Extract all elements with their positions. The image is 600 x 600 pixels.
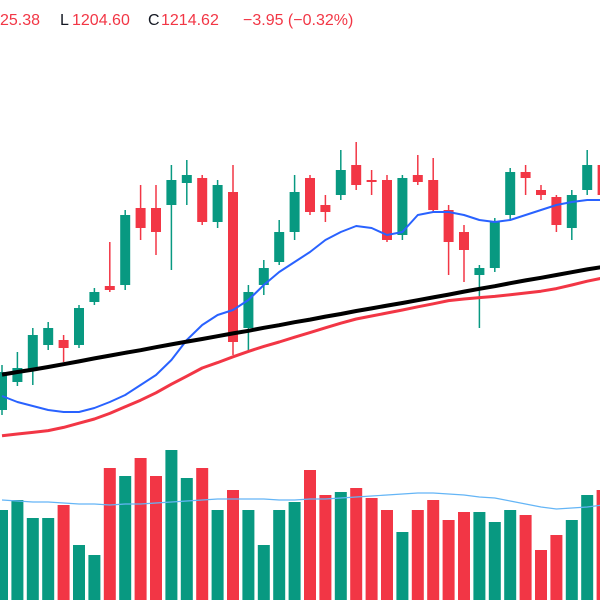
volume-bar <box>411 510 424 600</box>
candle-body <box>27 335 38 370</box>
candle-body <box>43 328 54 345</box>
candle-body <box>12 368 23 382</box>
candle-body <box>459 232 469 250</box>
candle-body <box>104 286 115 290</box>
volume-bar <box>42 518 55 600</box>
volume-bar <box>396 532 409 600</box>
candle-body <box>74 308 84 345</box>
price-pane <box>0 142 600 438</box>
header-text: 1214.62 <box>161 12 219 29</box>
volume-bar <box>596 490 600 600</box>
candle-body <box>505 172 516 215</box>
volume-bar <box>304 470 316 600</box>
candle-body <box>228 192 238 342</box>
volume-bar <box>365 498 378 600</box>
volume-bar <box>257 545 270 600</box>
volume-bar <box>535 550 547 600</box>
candle-body <box>135 208 146 228</box>
volume-bar <box>26 518 39 600</box>
candle-body <box>351 165 362 185</box>
moving-average-line <box>1 199 600 413</box>
volume-bar <box>134 458 147 600</box>
volume-bar <box>488 522 501 600</box>
candle-body <box>274 232 285 262</box>
volume-bar <box>458 512 470 600</box>
candle-body <box>335 170 346 195</box>
volume-bar <box>0 510 8 600</box>
candle-body <box>181 175 192 183</box>
volume-bar <box>442 520 455 600</box>
header-text: C <box>148 12 160 29</box>
volume-bar <box>473 512 486 600</box>
volume-bar <box>150 476 162 600</box>
header-text: 1204.60 <box>72 12 130 29</box>
candle-body <box>536 190 546 195</box>
volume-pane <box>0 450 600 600</box>
volume-bar <box>565 520 578 600</box>
moving-average-line <box>1 265 600 377</box>
volume-bar <box>381 510 393 600</box>
candle-body <box>243 292 254 328</box>
volume-bar <box>180 478 193 600</box>
volume-bar <box>11 500 24 600</box>
candle-body <box>412 175 423 182</box>
volume-bar <box>227 490 239 600</box>
volume-bar <box>350 488 363 600</box>
volume-bar <box>427 500 440 600</box>
volume-bar <box>273 510 286 600</box>
candle-body <box>197 178 208 222</box>
header-text: −3.95 (−0.32%) <box>243 12 353 29</box>
moving-average-line <box>1 277 600 438</box>
candle-body <box>382 180 392 240</box>
candle-body <box>366 180 377 182</box>
candle-body <box>443 210 454 242</box>
volume-bar <box>519 515 532 600</box>
candle-body <box>58 340 69 348</box>
candle-body <box>397 178 408 235</box>
volume-bar <box>57 505 70 600</box>
candle-body <box>428 180 439 210</box>
candle-body <box>151 208 161 232</box>
volume-bar <box>550 535 563 600</box>
volume-bar <box>334 492 347 600</box>
volume-bar <box>196 468 209 600</box>
volume-bar <box>73 545 85 600</box>
volume-bar <box>319 495 332 600</box>
ohlc-header: 25.38 L 1204.60 C 1214.62 −3.95 (−0.32%) <box>0 12 353 29</box>
candle-body <box>0 372 7 410</box>
volume-bar <box>242 510 255 600</box>
volume-bar <box>119 476 132 600</box>
volume-bar <box>504 510 517 600</box>
candle-body <box>582 165 593 190</box>
volume-ma-line <box>1 492 600 510</box>
candle-body <box>474 268 485 275</box>
candle-body <box>320 205 331 212</box>
candle-body <box>520 172 531 178</box>
volume-bar <box>103 468 116 600</box>
volume-bar <box>165 450 178 600</box>
candle-body <box>120 215 131 285</box>
volume-bar <box>581 495 594 600</box>
header-text: 25.38 <box>0 12 40 29</box>
candle-body <box>566 195 577 228</box>
candle-body <box>489 222 500 268</box>
candle-body <box>166 180 177 205</box>
candle-body <box>305 178 315 212</box>
candle-body <box>551 197 562 225</box>
volume-bar <box>211 510 224 600</box>
volume-bar <box>88 555 101 600</box>
candle-body <box>258 268 269 285</box>
volume-bar <box>288 502 301 600</box>
header-text: L <box>60 12 69 29</box>
candle-body <box>89 292 100 302</box>
candle-body <box>212 185 223 222</box>
candle-body <box>289 192 300 232</box>
candle-body <box>597 165 600 195</box>
